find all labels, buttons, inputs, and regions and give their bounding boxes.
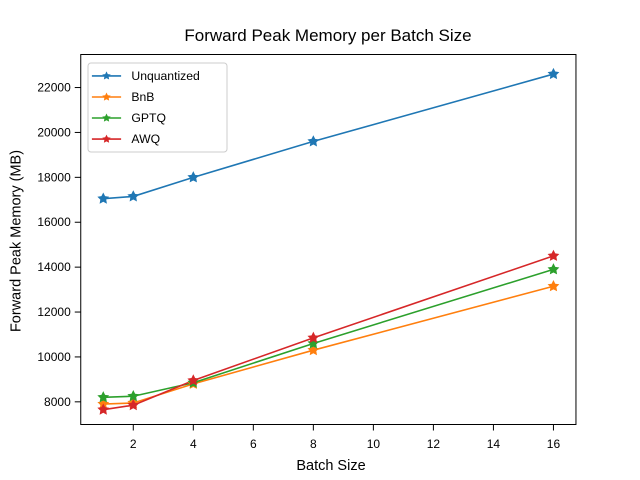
svg-text:14000: 14000 — [37, 260, 71, 274]
svg-text:Forward Peak Memory (MB): Forward Peak Memory (MB) — [9, 150, 25, 332]
svg-text:12000: 12000 — [37, 305, 71, 319]
svg-text:10: 10 — [367, 437, 381, 451]
svg-text:16000: 16000 — [37, 215, 71, 229]
svg-text:14: 14 — [487, 437, 501, 451]
svg-text:GPTQ: GPTQ — [131, 111, 166, 125]
svg-text:Batch Size: Batch Size — [296, 458, 365, 474]
svg-text:Forward Peak Memory per Batch: Forward Peak Memory per Batch Size — [184, 26, 471, 45]
svg-text:Unquantized: Unquantized — [131, 69, 199, 83]
svg-text:10000: 10000 — [37, 350, 71, 364]
svg-text:18000: 18000 — [37, 170, 71, 184]
svg-text:8: 8 — [310, 437, 317, 451]
svg-text:20000: 20000 — [37, 125, 71, 139]
svg-text:BnB: BnB — [131, 90, 154, 104]
svg-text:12: 12 — [427, 437, 441, 451]
svg-text:22000: 22000 — [37, 81, 71, 95]
svg-text:8000: 8000 — [44, 395, 71, 409]
svg-text:4: 4 — [190, 437, 197, 451]
svg-text:AWQ: AWQ — [131, 132, 160, 146]
svg-text:16: 16 — [547, 437, 561, 451]
svg-text:2: 2 — [130, 437, 137, 451]
svg-text:6: 6 — [250, 437, 257, 451]
